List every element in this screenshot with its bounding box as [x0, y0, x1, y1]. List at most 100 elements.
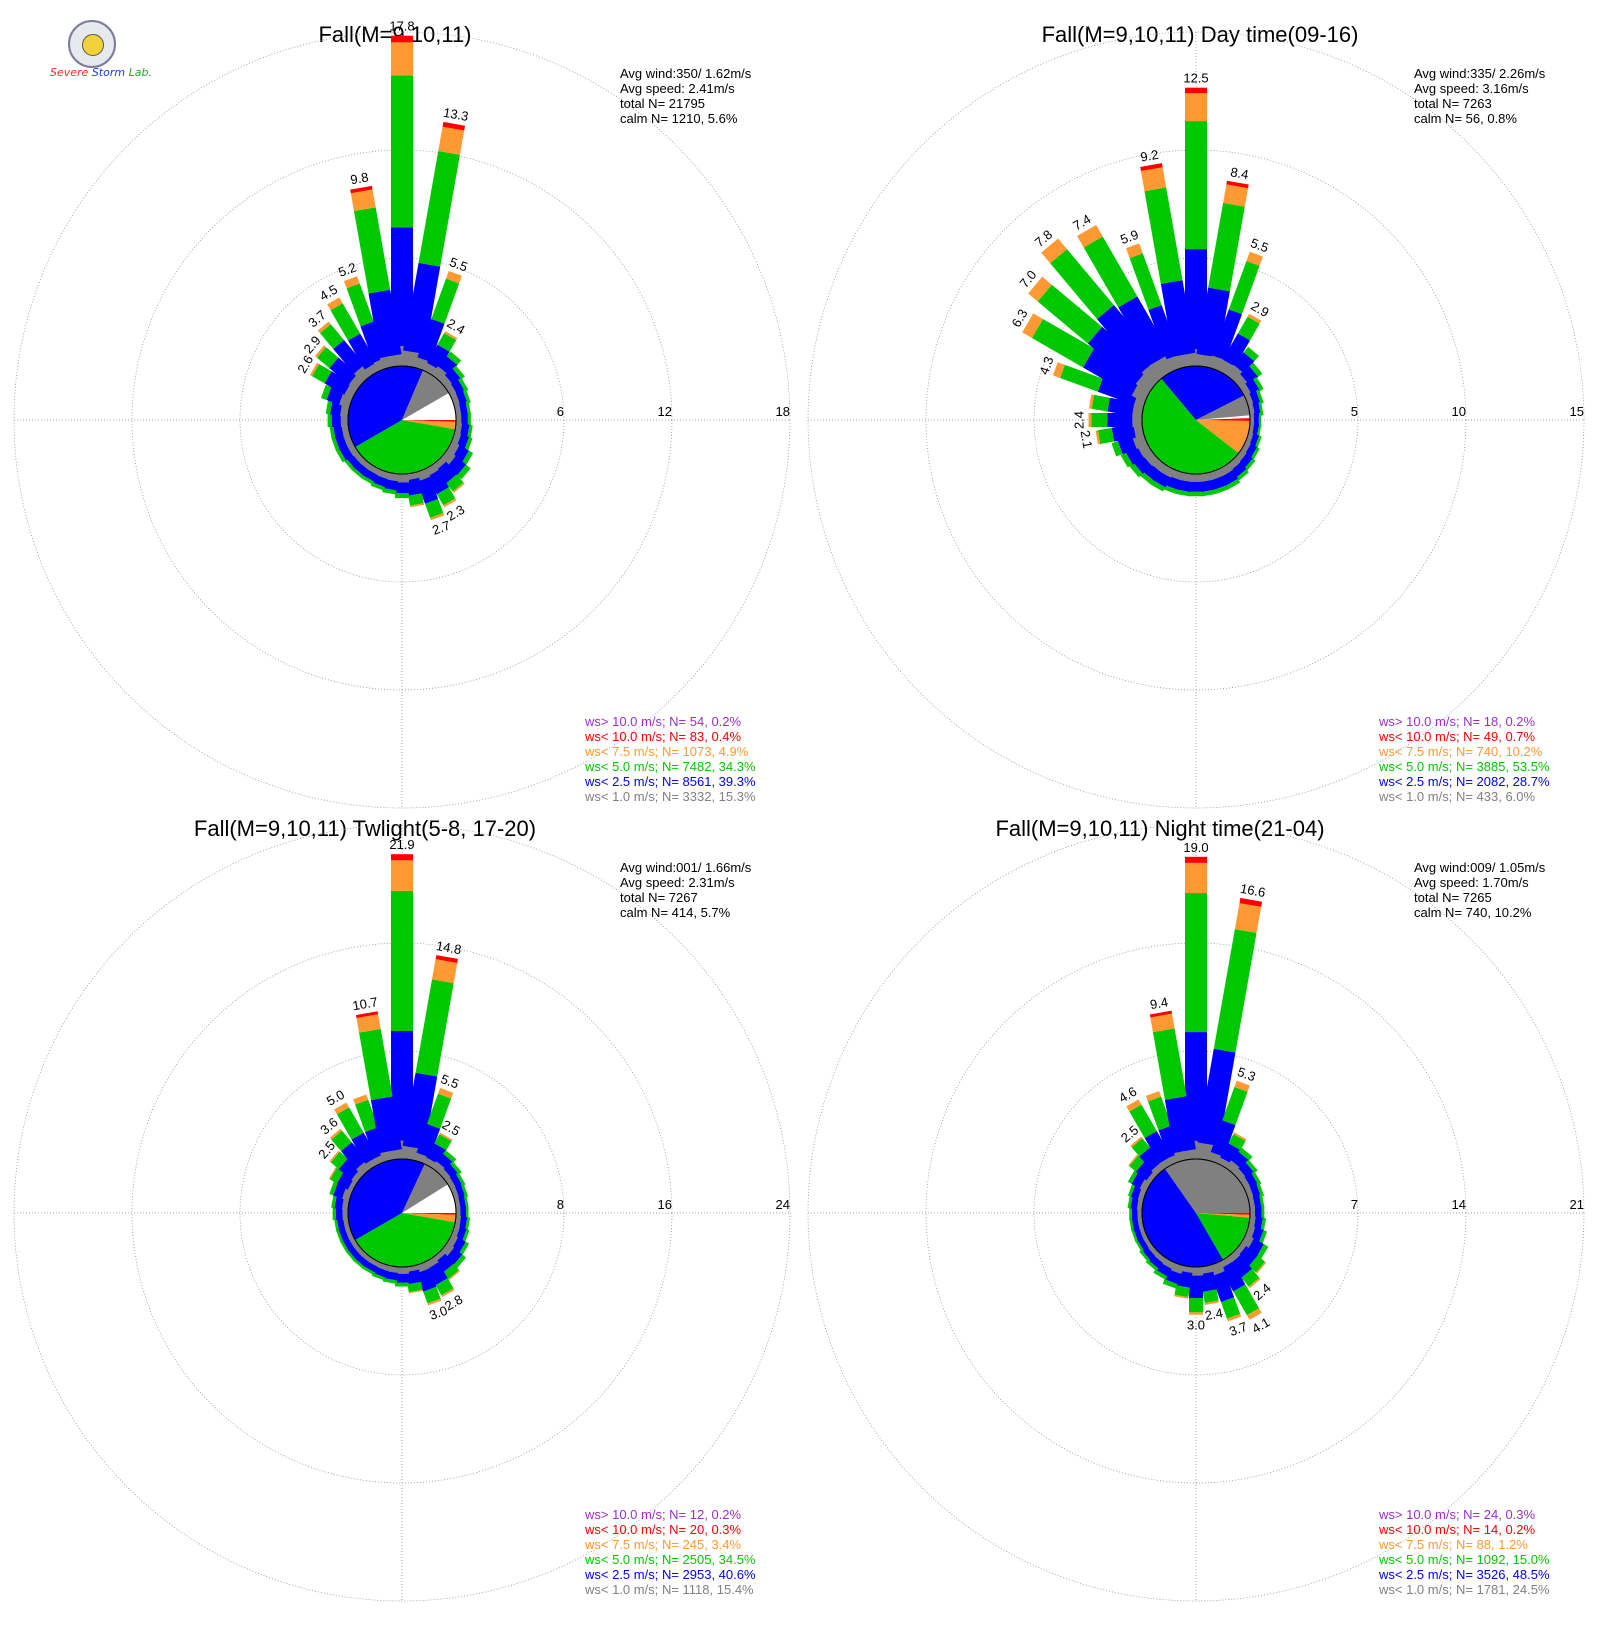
bar-segment — [403, 262, 441, 355]
legend-entry: ws< 2.5 m/s; N= 3526, 48.5% — [1378, 1567, 1550, 1582]
bar-segment — [1229, 1255, 1253, 1278]
direction-bar — [1247, 422, 1262, 439]
bar-segment — [1185, 87, 1207, 94]
pie-slice-calm — [1196, 415, 1250, 420]
bar-segment — [1031, 318, 1094, 368]
bar-segment — [1189, 1275, 1203, 1299]
bar-segment — [1228, 260, 1260, 315]
direction-bar — [327, 413, 348, 427]
bar-segment — [371, 1272, 386, 1281]
range-ring — [131, 942, 673, 1484]
bar-segment — [1252, 401, 1261, 417]
bar-segment — [1255, 1206, 1262, 1220]
bar-segment — [1222, 1086, 1248, 1126]
bar-segment — [426, 344, 450, 370]
bar-segment — [359, 1028, 393, 1101]
bar-segment — [1174, 1294, 1189, 1299]
bar-segment — [1189, 491, 1203, 497]
bar-segment — [426, 1093, 452, 1129]
bar-segment — [1185, 93, 1207, 122]
bar-segment — [1258, 1230, 1268, 1245]
bar-segment — [329, 425, 336, 440]
bar-segment — [391, 35, 413, 43]
stat-calm: calm N= 56, 0.8% — [1414, 111, 1517, 126]
bar-segment — [335, 1228, 344, 1243]
legend-entry: ws< 10.0 m/s; N= 49, 0.7% — [1378, 729, 1536, 744]
bar-segment — [1140, 163, 1163, 172]
ring-label: 16 — [658, 1197, 672, 1212]
bar-segment — [343, 276, 360, 289]
bar-value-label: 13.3 — [442, 105, 470, 124]
bar-segment — [1144, 187, 1183, 284]
bar-segment — [1220, 1297, 1241, 1319]
bar-segment — [1260, 1217, 1267, 1233]
bar-segment — [435, 1278, 454, 1296]
bar-segment — [333, 339, 365, 374]
bar-segment — [309, 362, 320, 377]
bar-segment — [352, 1258, 366, 1270]
bar-segment — [1130, 1136, 1143, 1148]
bar-segment — [1050, 249, 1114, 320]
bar-segment — [1248, 1255, 1266, 1273]
pie-slice-lt1 — [1165, 1159, 1250, 1213]
ring-label: 6 — [557, 404, 564, 419]
ring-label: 10 — [1452, 404, 1466, 419]
bar-segment — [462, 389, 471, 404]
bar-segment — [1145, 1091, 1162, 1102]
pie-slice-lt1 — [402, 370, 449, 420]
bar-segment — [382, 1278, 398, 1284]
chart-title: Fall(M=9,10,11) Twlight(5-8, 17-20) — [194, 816, 536, 841]
lab-logo: Severe Storm Lab. — [50, 20, 152, 90]
legend-entry: ws< 7.5 m/s; N= 740, 10.2% — [1378, 744, 1543, 759]
bar-segment — [320, 324, 344, 349]
bar-segment — [1129, 1155, 1145, 1172]
bar-segment — [1088, 413, 1092, 427]
bar-segment — [1210, 1120, 1236, 1157]
bar-segment — [425, 498, 444, 518]
bar-segment — [409, 503, 425, 508]
bar-segment — [439, 1132, 453, 1142]
bar-segment — [370, 1096, 402, 1153]
bar-segment — [1126, 1099, 1142, 1112]
bar-segment — [340, 1142, 367, 1170]
bar-segment — [350, 185, 373, 194]
bar-segment — [455, 1172, 466, 1186]
bar-segment — [1153, 1269, 1168, 1280]
bar-segment — [1189, 481, 1203, 492]
bar-segment — [402, 1072, 438, 1150]
bar-segment — [1174, 1285, 1190, 1298]
pie-slice-lt75 — [1196, 1213, 1250, 1218]
bar-segment — [426, 469, 449, 495]
bar-segment — [1185, 121, 1207, 250]
direction-bar — [431, 456, 465, 493]
bar-segment — [1233, 352, 1255, 374]
direction-bar — [404, 1264, 423, 1294]
bar-segment — [1220, 1143, 1241, 1165]
bar-segment — [1223, 184, 1249, 207]
bar-segment — [1189, 474, 1203, 482]
bar-segment — [407, 1281, 423, 1293]
bar-segment — [463, 1194, 469, 1209]
bar-segment — [1189, 1267, 1203, 1276]
pie-slice-lt10 — [1196, 1213, 1251, 1215]
bar-segment — [1028, 276, 1052, 302]
legend-entry: ws> 10.0 m/s; N= 12, 0.2% — [584, 1507, 742, 1522]
bar-segment — [391, 75, 413, 228]
bar-segment — [1150, 1013, 1175, 1033]
bar-segment — [1129, 1217, 1135, 1232]
pie-slice-lt25 — [347, 1158, 425, 1240]
bar-segment — [329, 1180, 338, 1196]
bar-segment — [458, 1241, 470, 1256]
bar-segment — [446, 351, 462, 365]
bar-segment — [1152, 1028, 1187, 1100]
bar-segment — [1225, 478, 1241, 490]
direction-bar — [1126, 1099, 1176, 1170]
bar-segment — [446, 474, 464, 492]
legend-entry: ws< 5.0 m/s; N= 2505, 34.5% — [584, 1552, 756, 1567]
bar-segment — [1129, 253, 1162, 310]
bar-value-label: 16.6 — [1239, 881, 1267, 900]
bar-segment — [331, 1193, 337, 1209]
bar-segment — [1251, 1171, 1262, 1186]
ring-label: 8 — [557, 1197, 564, 1212]
bar-segment — [442, 1263, 460, 1280]
